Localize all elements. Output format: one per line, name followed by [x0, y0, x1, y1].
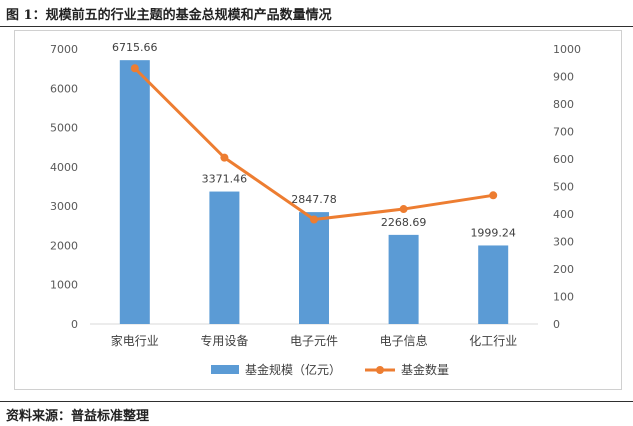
left-tick-label: 2000 — [50, 239, 78, 252]
right-tick-label: 800 — [553, 98, 574, 111]
bar-series — [119, 60, 509, 324]
line-point — [130, 64, 139, 73]
left-tick-label: 3000 — [50, 200, 78, 213]
category-label: 专用设备 — [200, 333, 248, 348]
right-tick-label: 1000 — [553, 43, 581, 56]
legend-bar-label: 基金规模（亿元） — [245, 362, 341, 377]
category-labels: 家电行业 专用设备 电子元件 电子信息 化工行业 — [111, 333, 517, 348]
line-series — [130, 64, 498, 224]
left-axis-ticks: 0 1000 2000 3000 4000 5000 6000 7000 — [50, 43, 78, 331]
right-tick-label: 0 — [553, 318, 560, 331]
right-tick-label: 400 — [553, 208, 574, 221]
line-point — [220, 153, 229, 162]
right-tick-label: 300 — [553, 236, 574, 249]
bottom-rule — [0, 401, 633, 402]
right-tick-label: 600 — [553, 153, 574, 166]
legend: 基金规模（亿元） 基金数量 — [211, 362, 449, 377]
legend-line-label: 基金数量 — [401, 362, 449, 377]
chart-frame: 0 1000 2000 3000 4000 5000 6000 7000 0 100 200 300… — [14, 30, 622, 390]
left-tick-label: 4000 — [50, 161, 78, 174]
right-tick-label: 500 — [553, 181, 574, 194]
category-label: 电子元件 — [290, 334, 338, 348]
left-tick-label: 6000 — [50, 82, 78, 95]
bar-data-labels: 6715.66 3371.46 2847.78 2268.69 1999.24 — [112, 41, 516, 239]
bar — [388, 234, 419, 324]
left-tick-label: 1000 — [50, 279, 78, 292]
line-point — [489, 191, 498, 200]
bar — [209, 191, 240, 324]
bar-data-label: 3371.46 — [202, 173, 248, 186]
source-note: 资料来源：普益标准整理 — [6, 409, 150, 424]
line-point — [399, 205, 408, 214]
right-tick-label: 700 — [553, 126, 574, 139]
bar-data-label: 2847.78 — [291, 193, 337, 206]
bar — [299, 212, 329, 324]
left-tick-label: 0 — [71, 318, 78, 331]
top-rule — [0, 26, 633, 27]
bar — [119, 60, 150, 324]
right-tick-label: 100 — [553, 291, 574, 304]
bar-data-label: 2268.69 — [381, 216, 427, 229]
legend-bar-swatch — [211, 365, 239, 374]
right-tick-label: 900 — [553, 71, 574, 84]
combo-chart: 0 1000 2000 3000 4000 5000 6000 7000 0 100 200 300… — [50, 41, 581, 377]
line-point — [310, 215, 318, 224]
left-tick-label: 7000 — [50, 43, 78, 56]
figure-title: 图 1：规模前五的行业主题的基金总规模和产品数量情况 — [6, 8, 332, 23]
category-label: 电子信息 — [380, 333, 428, 348]
right-tick-label: 200 — [553, 263, 574, 276]
legend-line-marker — [376, 366, 384, 374]
right-axis-ticks: 0 100 200 300 400 500 600 700 800 900 1000 — [553, 43, 581, 331]
left-tick-label: 5000 — [50, 122, 78, 135]
bar-data-label: 6715.66 — [112, 41, 158, 54]
category-label: 家电行业 — [111, 333, 159, 348]
category-label: 化工行业 — [469, 334, 517, 348]
bar — [478, 245, 509, 324]
bar-data-label: 1999.24 — [470, 226, 516, 239]
